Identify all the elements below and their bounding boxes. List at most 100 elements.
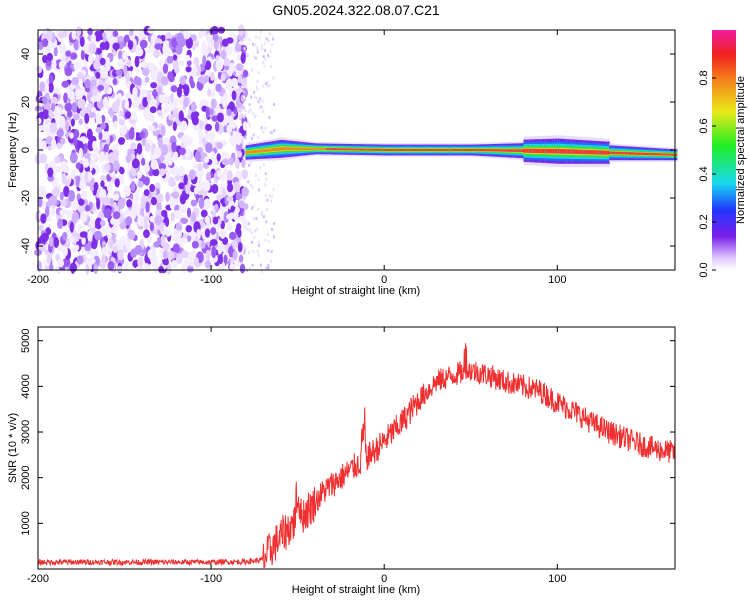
spectrogram-noise-cell [70, 118, 75, 127]
spectrogram-noise-cell [88, 53, 94, 65]
spectrogram-signal-cell [513, 149, 517, 152]
spectrogram-speckle-cell [254, 95, 257, 99]
spectrogram-noise-cell [156, 201, 162, 213]
spectrogram-noise-cell [188, 169, 196, 180]
spectrogram-signal-cell [271, 148, 275, 152]
spectrogram-signal-cell [430, 148, 434, 152]
spectrogram-speckle-cell [249, 108, 252, 112]
spectrogram-signal-cell [585, 149, 590, 155]
spectrogram-signal-cell [471, 148, 475, 152]
spectrogram-speckle-cell [243, 196, 246, 200]
spectrogram-signal-cell [635, 152, 639, 155]
spectrogram-noise-cell [203, 156, 210, 164]
spectrogram-noise-cell [139, 39, 148, 49]
spectrogram-signal-cell [653, 153, 657, 156]
spectrogram-noise-cell [109, 197, 114, 206]
spectrogram-noise-cell [143, 229, 150, 239]
spectrogram-noise-cell [143, 176, 150, 186]
spectrogram-noise-cell [236, 223, 242, 231]
spectrogram-noise-cell [170, 92, 175, 104]
spectrogram-noise-cell [233, 181, 241, 193]
spectrogram-signal-cell [598, 150, 603, 155]
colorbar-label: Normalized spectral amplitude [735, 76, 747, 224]
spectrogram-noise-cell [220, 229, 226, 239]
spectrogram-noise-cell [111, 101, 120, 113]
spectrogram-noise-cell [229, 263, 236, 271]
spectrogram-noise-cell [165, 191, 170, 202]
spectrogram-noise-cell [78, 118, 83, 125]
spectrogram-signal-cell [437, 148, 442, 152]
spectrogram-noise-cell [191, 240, 199, 249]
spectrogram-noise-cell [118, 50, 123, 61]
spectrogram-noise-cell [80, 190, 88, 200]
spectrogram-noise-cell [194, 257, 200, 268]
spectrogram-noise-cell [231, 90, 237, 101]
spectrogram-signal-cell [658, 153, 662, 156]
spectrogram-speckle-cell [264, 42, 267, 46]
spectrogram-noise-cell [69, 152, 78, 164]
spectrogram-noise-cell [55, 165, 62, 173]
spectrogram-noise-cell [137, 215, 145, 227]
spectrogram-signal-cell [419, 148, 423, 152]
spectrogram-noise-cell [175, 44, 183, 55]
spectrogram-speckle-cell [264, 126, 267, 130]
spectrogram-speckle-cell [250, 137, 253, 141]
spectrogram-noise-cell [68, 189, 76, 202]
spectrogram-noise-cell [128, 128, 135, 140]
spectrogram-noise-cell [61, 80, 69, 88]
spectrogram-noise-cell [199, 98, 208, 106]
spectrogram-noise-cell [160, 76, 169, 86]
spectrogram-noise-cell [171, 259, 178, 269]
spectrogram-signal-cell [588, 149, 592, 155]
spectrogram-noise-cell [112, 42, 120, 51]
spectrogram-speckle-cell [259, 97, 262, 101]
spectrogram-speckle-cell [265, 37, 268, 41]
spectrogram-noise-cell [226, 195, 234, 202]
spectrogram-speckle-cell [259, 105, 262, 109]
spectrogram-signal-cell [424, 148, 429, 152]
spectrogram-noise-cell [174, 65, 180, 74]
spectrogram-noise-cell [44, 206, 50, 218]
spectrogram-noise-cell [189, 75, 194, 86]
spectrogram-noise-cell [215, 59, 224, 71]
spectrogram-noise-cell [203, 198, 212, 209]
spectrogram-signal-cell [341, 148, 345, 151]
spectrogram-noise-cell [144, 110, 152, 121]
spectrogram-noise-cell [47, 167, 54, 178]
spectrogram-noise-cell [45, 136, 53, 145]
spectrogram-signal-cell [567, 149, 571, 154]
spectrogram-noise-cell [135, 47, 144, 57]
spectrogram-signal-cell [469, 148, 473, 152]
spectrogram-y-tick-label: -40 [20, 238, 32, 254]
spectrogram-noise-cell [69, 221, 74, 233]
spectrogram-speckle-cell [253, 55, 256, 59]
spectrogram-speckle-cell [265, 84, 268, 88]
spectrogram-noise-cell [185, 37, 193, 49]
spectrogram-noise-cell [75, 175, 80, 188]
spectrogram-noise-cell [96, 197, 101, 210]
spectrogram-noise-cell [205, 123, 213, 132]
spectrogram-noise-cell [98, 151, 105, 163]
spectrogram-signal-cell [640, 152, 644, 155]
spectrogram-noise-cell [180, 250, 189, 259]
spectrogram-noise-cell [54, 155, 60, 164]
spectrogram-signal-cell [617, 151, 621, 155]
spectrogram-signal-cell [393, 148, 397, 152]
spectrogram-speckle-cell [262, 215, 265, 219]
spectrogram-signal-cell [572, 149, 577, 154]
spectrogram-signal-cell [624, 151, 628, 155]
spectrogram-speckle-cell [248, 228, 251, 232]
spectrogram-noise-cell [216, 112, 224, 123]
spectrogram-noise-cell [172, 121, 177, 132]
spectrogram-noise-cell [179, 75, 187, 86]
spectrogram-signal-cell [313, 147, 317, 150]
spectrogram-noise-cell [92, 140, 98, 150]
spectrogram-signal-cell [295, 147, 299, 151]
spectrogram-noise-cell [231, 77, 239, 88]
snr-y-tick-label: 2000 [20, 465, 32, 489]
spectrogram-speckle-cell [255, 85, 258, 89]
spectrogram-noise-cell [187, 266, 193, 273]
spectrogram-noise-cell [190, 230, 196, 241]
spectrogram-noise-cell [53, 87, 61, 95]
spectrogram-speckle-cell [252, 204, 255, 208]
